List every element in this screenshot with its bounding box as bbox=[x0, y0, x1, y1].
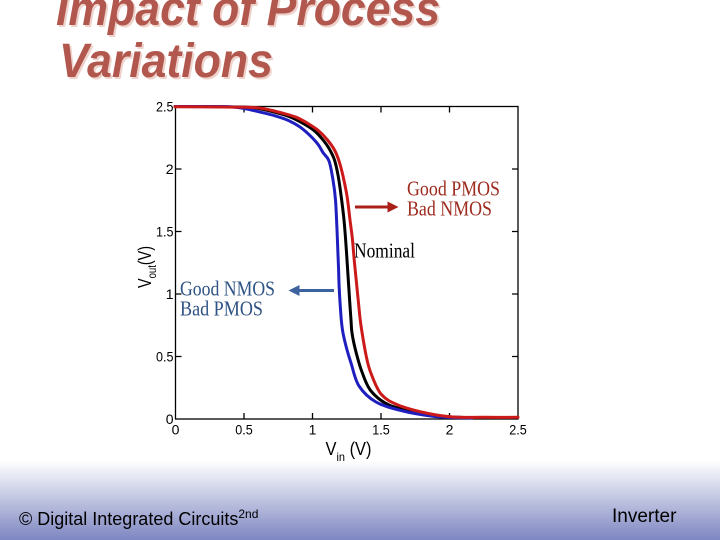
svg-text:2: 2 bbox=[446, 422, 454, 438]
svg-text:0: 0 bbox=[166, 411, 174, 427]
svg-text:Bad PMOS: Bad PMOS bbox=[180, 297, 263, 321]
svg-text:Vin (V): Vin (V) bbox=[326, 439, 372, 464]
svg-text:Vout(V): Vout(V) bbox=[135, 246, 159, 288]
svg-text:0.5: 0.5 bbox=[156, 348, 174, 364]
svg-text:2: 2 bbox=[166, 161, 174, 177]
svg-text:1: 1 bbox=[166, 286, 174, 302]
svg-text:0.5: 0.5 bbox=[235, 422, 253, 438]
svg-text:1.5: 1.5 bbox=[156, 223, 174, 239]
svg-text:0: 0 bbox=[172, 422, 180, 438]
svg-text:Bad NMOS: Bad NMOS bbox=[407, 197, 492, 221]
svg-text:2.5: 2.5 bbox=[156, 98, 174, 114]
svg-text:Good PMOS: Good PMOS bbox=[407, 177, 500, 201]
svg-text:Good NMOS: Good NMOS bbox=[180, 277, 275, 301]
svg-text:1.5: 1.5 bbox=[372, 422, 390, 438]
svg-text:1: 1 bbox=[309, 422, 317, 438]
svg-text:Nominal: Nominal bbox=[354, 239, 415, 263]
svg-text:2.5: 2.5 bbox=[509, 422, 527, 438]
